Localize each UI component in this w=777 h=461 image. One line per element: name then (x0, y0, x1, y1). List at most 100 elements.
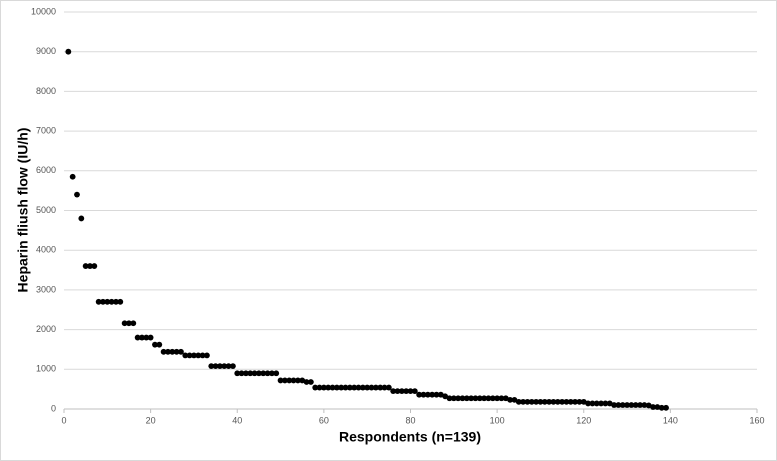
point (186, 352, 193, 359)
point (199, 352, 206, 359)
point (411, 388, 418, 395)
point (294, 377, 301, 384)
point (342, 384, 349, 391)
point (130, 320, 137, 327)
point (355, 384, 362, 391)
point (312, 384, 319, 391)
y-tick-label: 7000 (36, 125, 56, 135)
point (165, 348, 171, 355)
point (303, 379, 310, 385)
point (281, 377, 288, 384)
point (559, 398, 565, 405)
point (589, 400, 596, 407)
point (251, 370, 258, 377)
point (420, 391, 427, 398)
point (593, 400, 600, 407)
point (650, 404, 656, 410)
point (576, 398, 583, 405)
point (139, 334, 145, 341)
point (147, 334, 154, 341)
point (463, 395, 470, 402)
point (212, 363, 219, 370)
point (277, 377, 284, 384)
point (585, 400, 591, 407)
point (554, 398, 561, 405)
point (346, 384, 353, 391)
x-axis-title: Respondents (n=139) (339, 429, 481, 445)
point (152, 341, 158, 348)
point (78, 215, 85, 222)
y-tick-label: 9000 (36, 46, 56, 56)
y-tick-label: 3000 (36, 284, 56, 294)
y-tick-label: 8000 (36, 86, 56, 96)
point (359, 384, 366, 391)
x-tick-label: 160 (749, 415, 764, 425)
point (243, 370, 249, 377)
point (225, 363, 232, 370)
point (624, 402, 630, 408)
point (160, 348, 167, 355)
point (173, 348, 180, 355)
point (381, 384, 388, 391)
point (476, 395, 483, 402)
point (416, 391, 423, 398)
point (208, 363, 215, 370)
point (204, 352, 210, 359)
x-tick-label: 40 (232, 415, 242, 425)
point (338, 384, 345, 391)
y-tick-label: 1000 (36, 364, 56, 374)
point (290, 377, 297, 384)
point (368, 384, 375, 391)
point (191, 352, 197, 359)
point (230, 363, 236, 370)
point (468, 395, 475, 402)
point (104, 298, 111, 305)
point (615, 402, 622, 408)
x-tick-label: 140 (663, 415, 678, 425)
point (489, 395, 496, 402)
point (550, 398, 557, 405)
point (632, 402, 639, 408)
y-tick-label: 2000 (36, 324, 56, 334)
point (390, 388, 397, 395)
point (91, 263, 98, 269)
point (273, 370, 280, 377)
point (100, 298, 106, 305)
point (269, 370, 275, 377)
point (641, 402, 648, 408)
point (654, 404, 661, 410)
point (459, 395, 466, 402)
point (217, 363, 223, 370)
point (494, 395, 501, 402)
point (260, 370, 267, 377)
point (182, 352, 189, 359)
point (264, 370, 271, 377)
point (329, 384, 336, 391)
point (611, 402, 617, 408)
point (485, 395, 492, 402)
point (121, 320, 128, 327)
point (515, 398, 522, 405)
point (351, 384, 358, 391)
point (429, 391, 436, 398)
point (533, 398, 540, 405)
point (524, 398, 531, 405)
point (598, 400, 604, 407)
x-tick-label: 80 (405, 415, 415, 425)
point (320, 384, 327, 391)
point (403, 388, 410, 395)
point (377, 384, 384, 391)
point (537, 398, 544, 405)
point (520, 398, 527, 405)
point (658, 404, 665, 411)
point (117, 298, 124, 305)
point (238, 370, 245, 377)
point (546, 398, 552, 405)
point (126, 320, 132, 327)
point (528, 398, 535, 405)
point (572, 398, 578, 405)
y-tick-label: 5000 (36, 205, 56, 215)
point (195, 352, 202, 359)
point (221, 363, 228, 370)
x-tick-label: 60 (319, 415, 329, 425)
